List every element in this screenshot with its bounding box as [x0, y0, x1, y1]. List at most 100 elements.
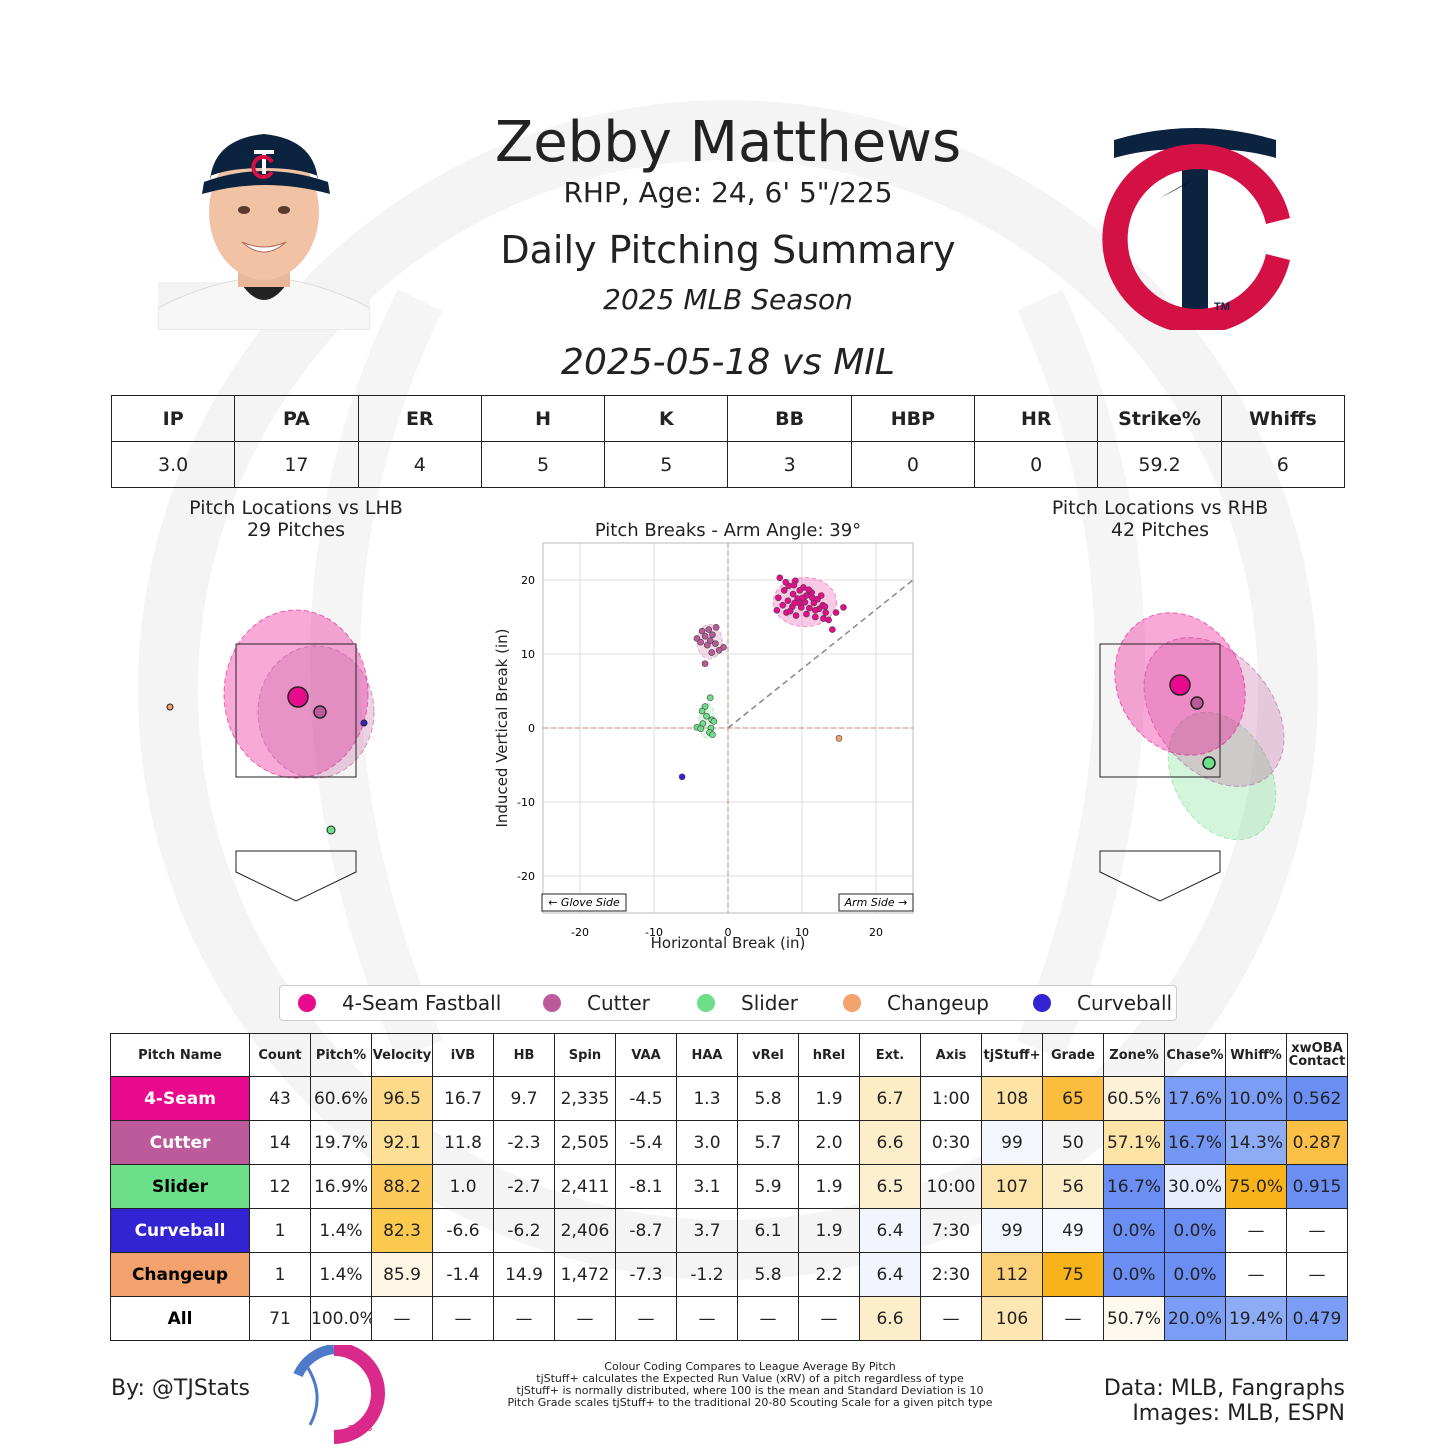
metric-cell: 1.9: [798, 1208, 860, 1253]
pitch-point: [709, 631, 716, 639]
metric-cell: 2,406: [554, 1208, 616, 1253]
metric-cell: 6.4: [859, 1252, 921, 1297]
metric-cell: 88.2: [371, 1164, 433, 1209]
game-label: 2025-05-18 vs MIL: [561, 342, 895, 383]
stat-value: 0: [974, 441, 1099, 488]
metric-cell: 16.7: [432, 1076, 494, 1121]
note-line: Pitch Grade scales tjStuff+ to the tradi…: [507, 1396, 993, 1409]
metric-cell: 6.7: [859, 1076, 921, 1121]
lhb-title-text: Pitch Locations vs LHB: [189, 497, 403, 519]
pitch-point: [789, 590, 797, 598]
column-header: iVB: [432, 1033, 494, 1077]
metric-cell: 1.9: [798, 1164, 860, 1209]
cap-tc-mark: [251, 150, 274, 179]
metric-cell: 1.3: [676, 1076, 738, 1121]
column-header: Spin: [554, 1033, 616, 1077]
metric-cell: 50: [1042, 1120, 1104, 1165]
color-coding-notes: Colour Coding Compares to League Average…: [470, 1361, 1030, 1409]
x-tick-label: -10: [645, 926, 663, 939]
metric-cell: 6.4: [859, 1208, 921, 1253]
y-tick-label: 0: [528, 722, 535, 735]
cutter-avg-marker: [313, 705, 327, 719]
column-header: Whiff%: [1225, 1033, 1287, 1077]
x-tick-label: -20: [571, 926, 589, 939]
stat-value: 3: [727, 441, 852, 488]
pitch-point: [715, 647, 723, 654]
metric-cell: -1.4: [432, 1252, 494, 1297]
pitch-name-cell: 4-Seam: [110, 1076, 250, 1121]
data-credit: Data: MLB, Fangraphs: [1103, 1376, 1345, 1401]
metric-cell: 65: [1042, 1076, 1104, 1121]
pitch-point: [817, 592, 825, 599]
metric-cell: 60.6%: [310, 1076, 372, 1121]
strike-zone: [235, 643, 357, 778]
slider-avg-marker: [1202, 756, 1216, 770]
metric-cell: 3.0: [676, 1120, 738, 1165]
metric-cell: 0.915: [1286, 1164, 1348, 1209]
metric-cell: 1.4%: [310, 1208, 372, 1253]
player-name: Zebby Matthews: [494, 110, 962, 175]
pitch-point: [784, 597, 792, 605]
metric-cell: 1: [249, 1208, 311, 1253]
lhb-title: Pitch Locations vs LHB 29 Pitches: [146, 497, 446, 541]
slider-legend-dot: [697, 994, 715, 1012]
legend-item-fourseam: 4-Seam Fastball: [342, 991, 502, 1015]
pitch-point: [825, 616, 832, 624]
column-header: HAA: [676, 1033, 738, 1077]
curveball-legend-dot: [1033, 994, 1051, 1012]
metric-cell: 2.0: [798, 1120, 860, 1165]
metric-cell: 1.9: [798, 1076, 860, 1121]
pitch-point: [708, 649, 716, 656]
pitch-point: [803, 610, 810, 618]
pitch-row: 4-Seam 43 60.6% 96.5 16.7 9.7 2,335 -4.5 1.3 5.8 1…: [110, 1076, 1348, 1121]
stat-header: IP: [110, 395, 236, 442]
metric-cell: 49: [1042, 1208, 1104, 1253]
metric-cell: 2,411: [554, 1164, 616, 1209]
metric-cell: 19.4%: [1225, 1296, 1287, 1341]
metric-cell: —: [371, 1296, 433, 1341]
metric-cell: 17.6%: [1164, 1076, 1226, 1121]
image-credit: Images: MLB, ESPN: [1132, 1401, 1345, 1426]
metric-cell: 16.9%: [310, 1164, 372, 1209]
pitch-point: [701, 660, 709, 667]
metric-cell: 6.5: [859, 1164, 921, 1209]
player-bio: RHP, Age: 24, 6' 5"/225: [563, 176, 893, 209]
x-tick-label: 10: [795, 926, 809, 939]
column-header: Axis: [920, 1033, 982, 1077]
metric-cell: 75: [1042, 1252, 1104, 1297]
column-header: tjStuff+: [981, 1033, 1043, 1077]
x-tick-label: 20: [869, 926, 883, 939]
metric-cell: 6.1: [737, 1208, 799, 1253]
metric-cell: 43: [249, 1076, 311, 1121]
metric-cell: 6.6: [859, 1296, 921, 1341]
pitch-point: [678, 773, 686, 781]
pitch-point: [697, 638, 704, 646]
x-axis-label: Horizontal Break (in): [651, 934, 806, 952]
metric-cell: 56: [1042, 1164, 1104, 1209]
metric-cell: -8.1: [615, 1164, 677, 1209]
column-header: VAA: [615, 1033, 677, 1077]
pitch-point: [701, 632, 709, 640]
stat-value: 59.2: [1097, 441, 1222, 488]
stat-value: 5: [480, 441, 606, 488]
pitch-point: [706, 637, 714, 644]
note-line: Colour Coding Compares to League Average…: [604, 1360, 896, 1373]
home-plate: [235, 850, 357, 902]
metric-cell: —: [676, 1296, 738, 1341]
metric-cell: 0.0%: [1164, 1208, 1226, 1253]
strike-zone: [1099, 643, 1221, 778]
pitch-row: Cutter 14 19.7% 92.1 11.8 -2.3 2,505 -5.4 3.0 5.7…: [110, 1120, 1348, 1165]
metric-cell: 1: [249, 1252, 311, 1297]
pitch-point: [712, 624, 720, 631]
stat-header: H: [480, 395, 606, 442]
metric-cell: —: [737, 1296, 799, 1341]
trademark-label: TM: [1214, 301, 1230, 313]
twins-tc-logo: TM: [1102, 128, 1290, 330]
rhb-title: Pitch Locations vs RHB 42 Pitches: [1010, 497, 1310, 541]
metric-cell: 108: [981, 1076, 1043, 1121]
stat-value: 3.0: [110, 441, 236, 488]
metric-cell: 14.3%: [1225, 1120, 1287, 1165]
pitch-point: [709, 731, 716, 738]
metric-cell: 0.479: [1286, 1296, 1348, 1341]
pitch-point: [698, 707, 706, 715]
